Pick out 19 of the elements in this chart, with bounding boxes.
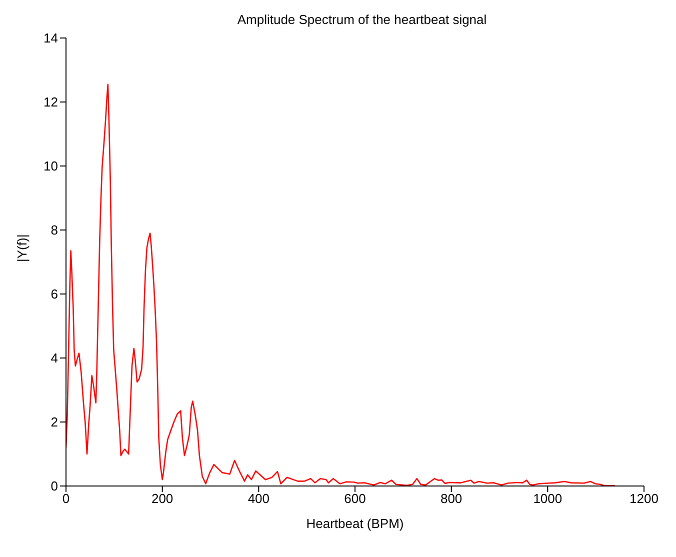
x-tick-label: 600 bbox=[344, 491, 366, 506]
y-tick-label: 4 bbox=[50, 350, 58, 366]
y-tick-label: 6 bbox=[50, 286, 58, 302]
x-tick-label: 1200 bbox=[630, 491, 658, 506]
chart-title: Amplitude Spectrum of the heartbeat signal bbox=[236, 12, 488, 27]
x-tick-label: 0 bbox=[62, 491, 70, 506]
x-tick-label: 1000 bbox=[533, 491, 562, 506]
y-tick-label: 2 bbox=[50, 414, 58, 430]
y-tick-label: 0 bbox=[50, 478, 58, 494]
line-series bbox=[66, 84, 616, 486]
x-tick-label: 200 bbox=[151, 491, 174, 506]
y-tick-label: 8 bbox=[50, 222, 58, 238]
x-axis-title: Heartbeat (BPM) bbox=[306, 516, 404, 531]
y-tick-label: 12 bbox=[44, 94, 58, 110]
x-tick-label: 800 bbox=[440, 491, 462, 506]
y-tick-label: 14 bbox=[44, 30, 58, 46]
y-axis-title: |Y(f)| bbox=[14, 234, 30, 262]
x-tick-label: 400 bbox=[248, 491, 270, 506]
y-tick-label: 10 bbox=[44, 158, 58, 174]
